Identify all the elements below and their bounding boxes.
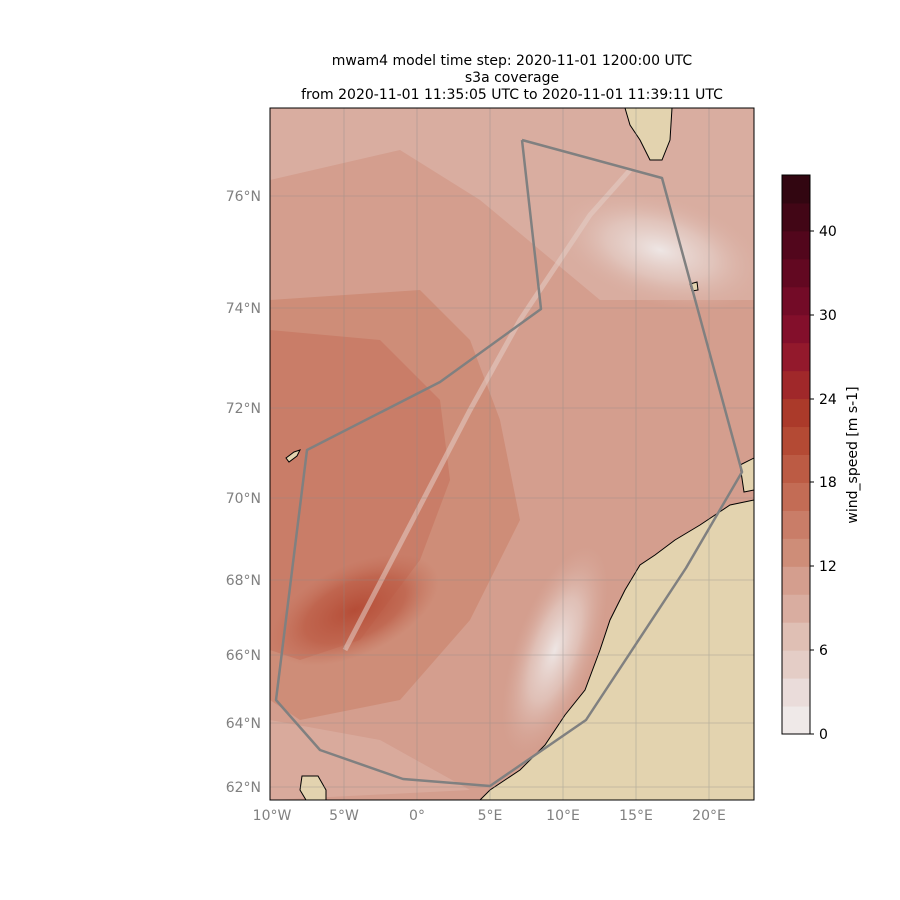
colorbar-band <box>782 650 810 679</box>
wind-field-low-north <box>552 189 754 311</box>
lon-label-20e: 20°E <box>692 808 726 824</box>
colorbar-band <box>782 510 810 539</box>
wind-field-maximum <box>271 554 439 666</box>
land-svalbard <box>624 108 673 161</box>
lon-label-5w: 5°W <box>329 808 359 824</box>
colorbar-tick-40: 40 <box>819 224 837 240</box>
colorbar-band <box>782 622 810 651</box>
colorbar-band <box>782 175 810 204</box>
satellite-track <box>342 168 632 652</box>
colorbar-band <box>782 258 810 288</box>
colorbar-ticks <box>810 230 814 735</box>
wind-field-low-coast <box>501 545 609 755</box>
colorbar-band <box>782 398 810 428</box>
colorbar-band <box>782 566 810 595</box>
lat-label-68n: 68°N <box>226 573 261 589</box>
colorbar-band <box>782 314 810 344</box>
land-jan-mayen <box>285 449 301 463</box>
model-domain-outline <box>274 138 744 788</box>
map-frame <box>269 107 755 801</box>
lon-label-10e: 10°E <box>546 808 580 824</box>
lat-label-62n: 62°N <box>226 780 261 796</box>
colorbar-band <box>782 230 810 260</box>
colorbar-band <box>782 706 810 735</box>
lat-label-74n: 74°N <box>226 301 261 317</box>
title-line-2: s3a coverage <box>465 70 559 86</box>
colorbar-band <box>782 342 810 372</box>
colorbar-band <box>782 202 810 232</box>
lon-label-15e: 15°E <box>619 808 653 824</box>
colorbar-tick-18: 18 <box>819 475 837 491</box>
map-panel <box>270 108 754 800</box>
colorbar-band <box>782 370 810 400</box>
colorbar-tick-30: 30 <box>819 308 837 324</box>
land-iceland-east <box>299 775 327 800</box>
colorbar <box>782 175 810 735</box>
lat-label-64n: 64°N <box>226 716 261 732</box>
colorbar-label: wind_speed [m s-1] <box>845 386 861 523</box>
colorbar-tick-12: 12 <box>819 559 837 575</box>
colorbar-frame <box>781 174 811 735</box>
lat-label-76n: 76°N <box>226 189 261 205</box>
colorbar-band <box>782 426 810 455</box>
colorbar-tick-0: 0 <box>819 727 828 743</box>
lat-label-70n: 70°N <box>226 491 261 507</box>
lon-label-10w: 10°W <box>253 808 292 824</box>
colorbar-tick-24: 24 <box>819 392 837 408</box>
colorbar-tick-6: 6 <box>819 643 828 659</box>
colorbar-band <box>782 286 810 316</box>
title-line-1: mwam4 model time step: 2020-11-01 1200:0… <box>332 53 693 69</box>
colorbar-band <box>782 538 810 567</box>
lon-label-0: 0° <box>409 808 425 824</box>
lat-label-66n: 66°N <box>226 648 261 664</box>
title-line-3: from 2020-11-01 11:35:05 UTC to 2020-11-… <box>301 87 723 103</box>
colorbar-band <box>782 594 810 623</box>
gridlines <box>270 108 754 800</box>
colorbar-band <box>782 454 810 483</box>
colorbar-band <box>782 482 810 511</box>
lat-label-72n: 72°N <box>226 401 261 417</box>
land-east-coast <box>739 457 754 493</box>
lon-label-5e: 5°E <box>478 808 503 824</box>
colorbar-band <box>782 678 810 707</box>
land-scandinavia <box>479 499 754 800</box>
